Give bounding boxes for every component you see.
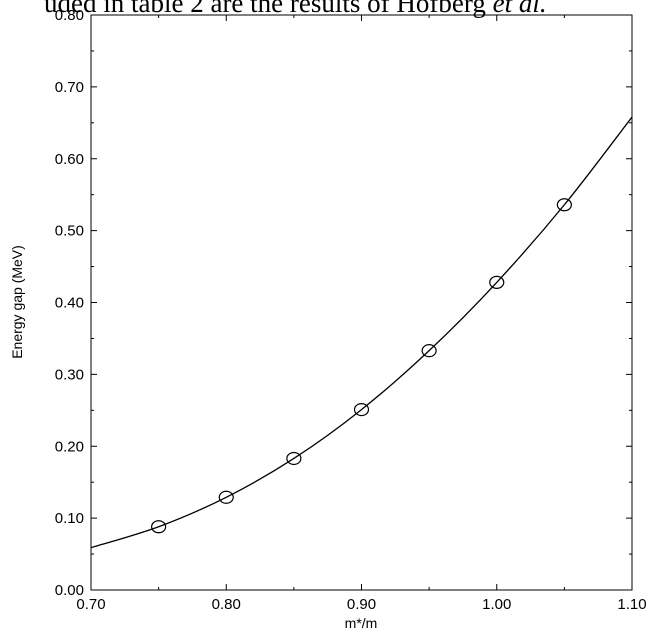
y-tick-labels: 0.00 0.10 0.20 0.30 0.40 0.50 0.60 0.70 0.80 <box>55 7 84 599</box>
data-point-0 <box>151 520 167 534</box>
fit-curve <box>90 116 633 549</box>
data-point-1 <box>218 490 234 504</box>
header-text-italic: et al. <box>492 0 547 18</box>
header-text: uded in table 2 are the results of Hofbe… <box>44 0 652 18</box>
y-tick-label-2: 0.20 <box>55 438 84 455</box>
x-tick-labels: 0.70 0.80 0.90 1.00 1.10 <box>76 596 646 613</box>
y-tick-label-0: 0.00 <box>55 582 84 599</box>
y-tick-label-4: 0.40 <box>55 295 84 312</box>
y-tick-label-7: 0.70 <box>55 79 84 96</box>
x-tick-label-4: 1.10 <box>617 596 646 613</box>
data-point-2 <box>286 451 302 466</box>
data-point-6 <box>556 198 572 212</box>
header-text-main: uded in table 2 are the results of Hofbe… <box>44 0 493 18</box>
y-tick-label-1: 0.10 <box>55 510 84 527</box>
y-tick-label-3: 0.30 <box>55 366 84 383</box>
x-axis-label: m*/m <box>345 615 378 631</box>
x-tick-label-0: 0.70 <box>76 596 105 613</box>
x-tick-label-3: 1.00 <box>482 596 511 613</box>
data-point-3 <box>353 402 370 417</box>
y-axis-label: Energy gap (MeV) <box>9 245 25 359</box>
x-tick-label-1: 0.80 <box>212 596 241 613</box>
y-tick-label-6: 0.60 <box>55 151 84 168</box>
x-tick-label-2: 0.90 <box>347 596 376 613</box>
data-point-5 <box>489 275 505 289</box>
data-point-4 <box>421 344 437 358</box>
y-tick-label-5: 0.50 <box>55 223 84 240</box>
data-points <box>151 198 572 534</box>
plot-frame <box>90 14 633 591</box>
tick-marks <box>90 14 633 591</box>
y-tick-label-8: 0.80 <box>55 7 84 24</box>
